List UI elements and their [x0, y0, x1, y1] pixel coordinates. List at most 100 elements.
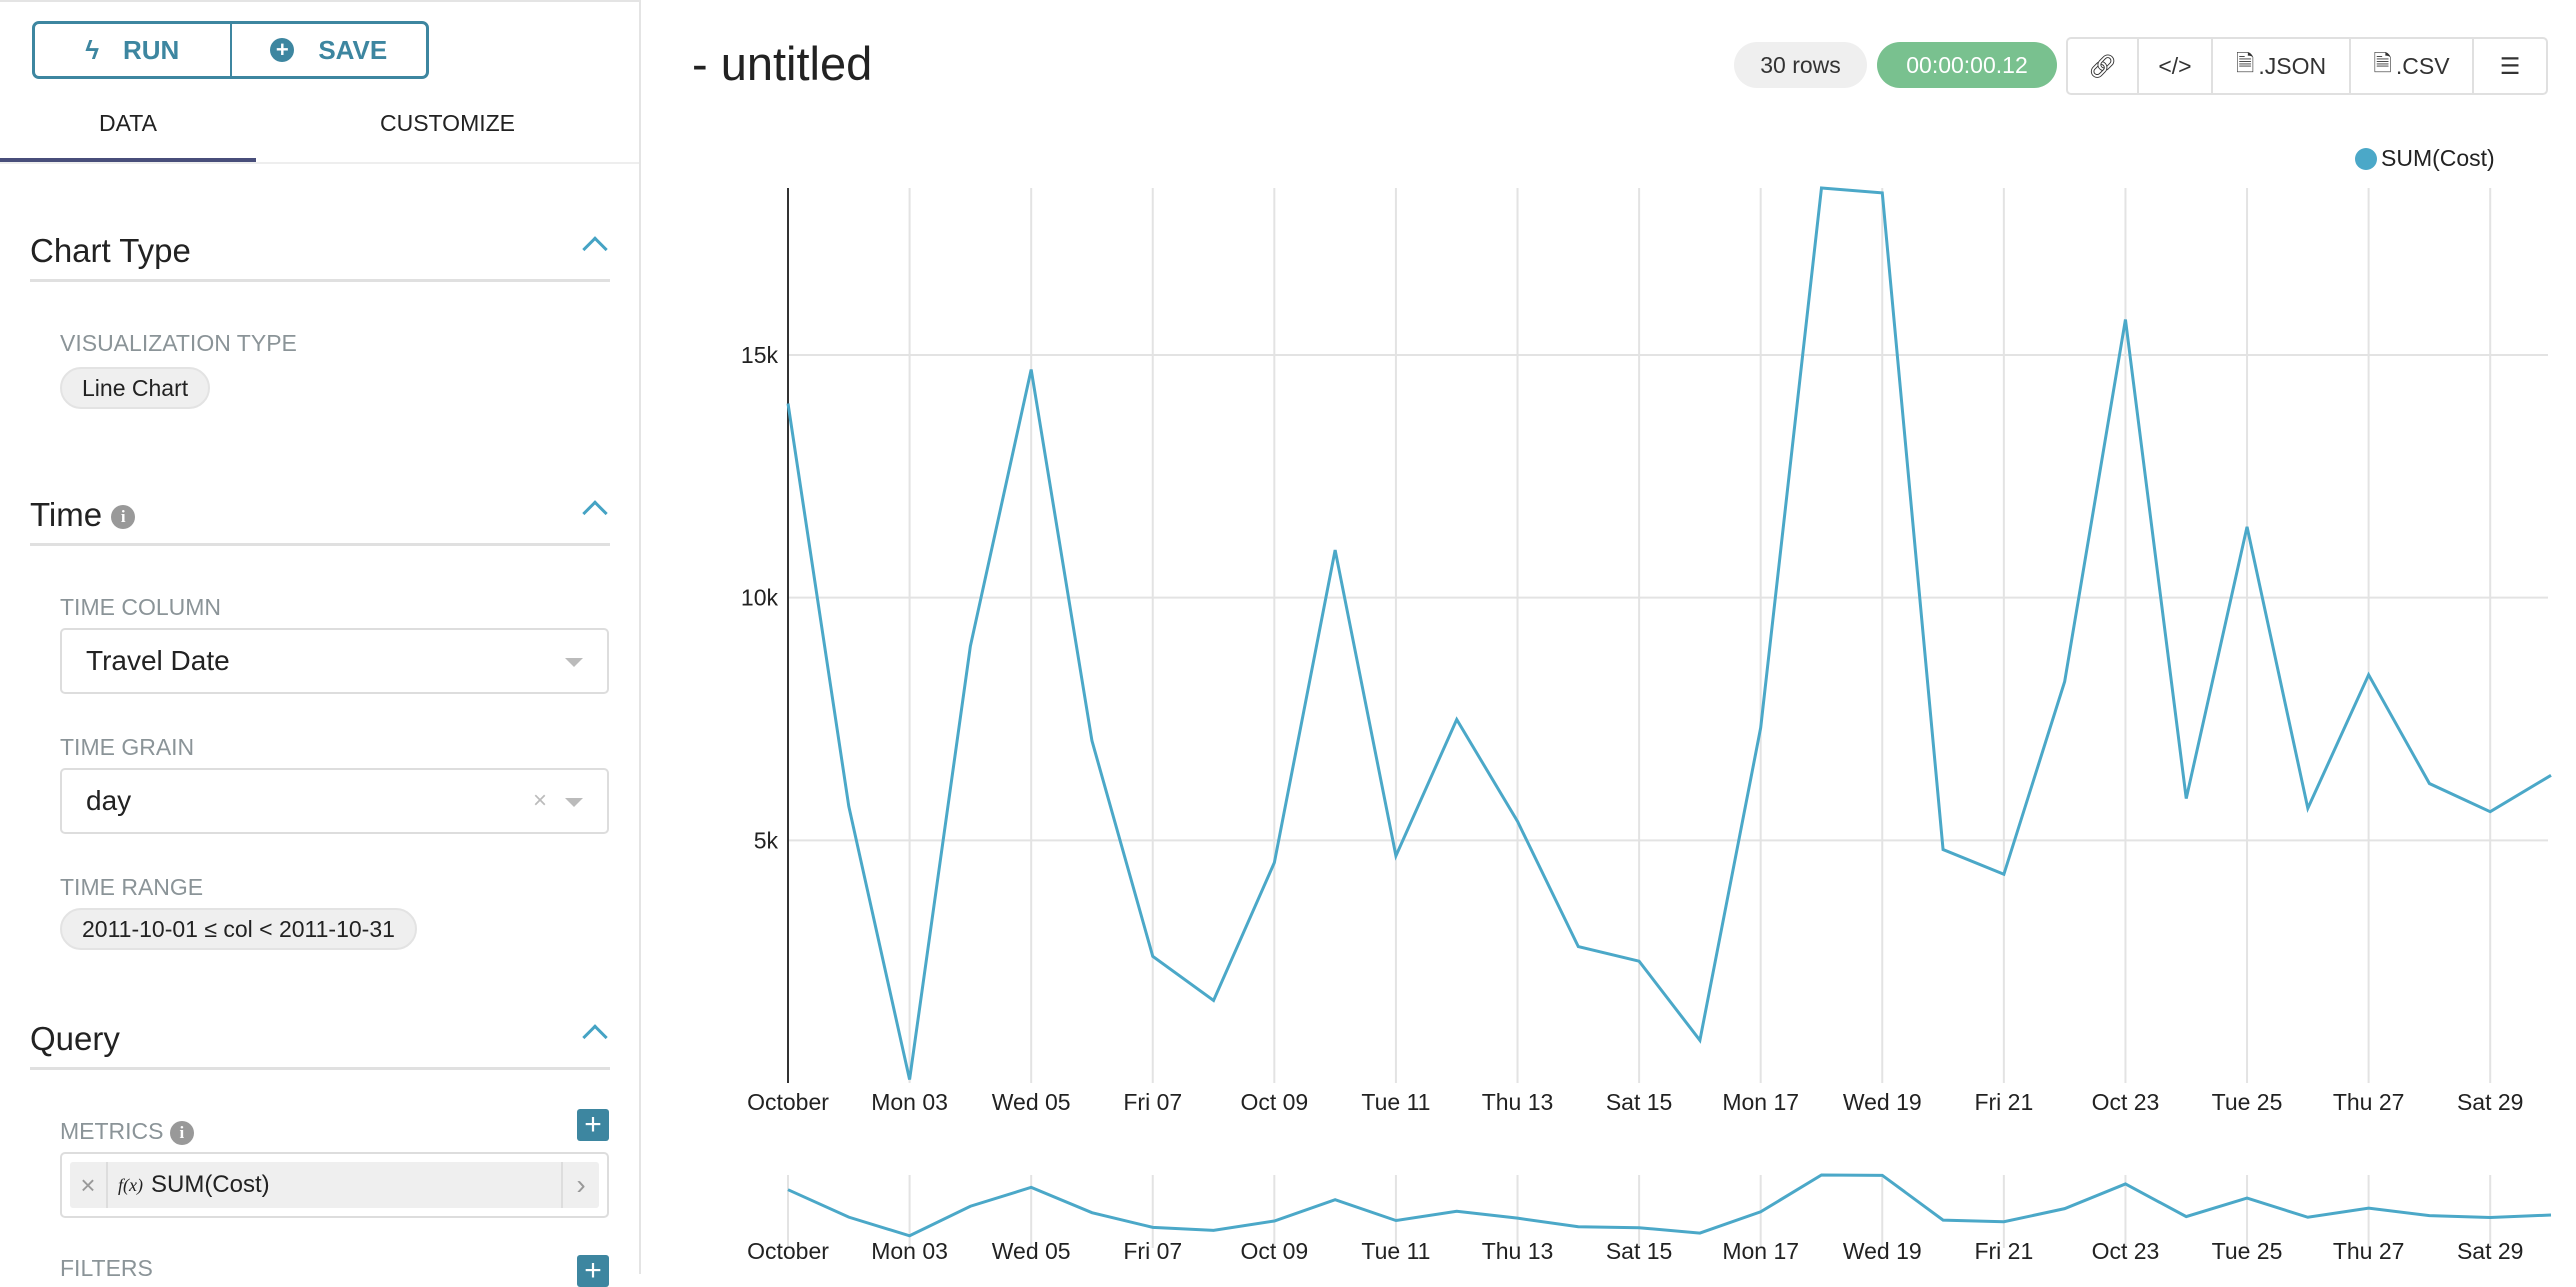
section-title: Time — [30, 496, 103, 533]
brush-x-tick-label: October — [747, 1238, 829, 1264]
export-csv-button[interactable]: 🗎 .CSV — [2351, 39, 2474, 93]
section-time[interactable]: Time i — [30, 496, 610, 546]
chevron-up-icon[interactable] — [582, 1024, 608, 1050]
save-label: SAVE — [318, 34, 388, 65]
plus-circle-icon: + — [270, 38, 295, 62]
chevron-up-icon[interactable] — [582, 236, 608, 262]
time-column-label: TIME COLUMN — [60, 594, 221, 620]
brush-x-tick-label: Mon 17 — [1722, 1238, 1799, 1264]
time-grain-value: day — [86, 785, 132, 816]
time-column-select[interactable]: Travel Date — [60, 628, 609, 694]
x-tick-label: Tue 11 — [1361, 1089, 1430, 1115]
time-range-selector[interactable]: 2011-10-01 ≤ col < 2011-10-31 — [60, 908, 417, 950]
link-icon: 🔗︎ — [2087, 52, 2118, 79]
metric-chip[interactable]: × f(x) SUM(Cost) › — [70, 1162, 599, 1208]
x-tick-label: Wed 19 — [1843, 1089, 1922, 1115]
x-tick-label: Thu 13 — [1482, 1089, 1554, 1115]
section-chart-type[interactable]: Chart Type — [30, 232, 610, 282]
y-tick-label: 15k — [741, 342, 779, 368]
series-line-sum-cost[interactable] — [786, 186, 2552, 1080]
section-query[interactable]: Query — [30, 1020, 610, 1070]
brush-x-tick-label: Fri 07 — [1123, 1238, 1182, 1264]
function-icon: f(x) — [118, 1174, 143, 1195]
add-metric-button[interactable]: + — [577, 1109, 609, 1141]
time-column-value: Travel Date — [86, 645, 230, 676]
export-json-button[interactable]: 🗎 .JSON — [2213, 39, 2351, 93]
brush-x-tick-label: Thu 27 — [2333, 1238, 2405, 1264]
menu-button[interactable]: ☰ — [2474, 39, 2546, 93]
brush-x-tick-label: Fri 21 — [1974, 1238, 2033, 1264]
x-tick-label: October — [747, 1089, 829, 1115]
control-panel: ϟ RUN + SAVE DATA CUSTOMIZE Chart Type VIS… — [0, 0, 641, 1287]
brush-x-tick-label: Wed 05 — [992, 1238, 1071, 1264]
x-tick-label: Sat 15 — [1606, 1089, 1673, 1115]
time-grain-label: TIME GRAIN — [60, 734, 195, 760]
metrics-label-text: METRICS — [60, 1118, 164, 1144]
caret-down-icon — [565, 798, 583, 807]
time-grain-select[interactable]: day × — [60, 768, 609, 834]
brush-x-tick-label: Tue 11 — [1361, 1238, 1430, 1264]
run-save-group: ϟ RUN + SAVE — [32, 21, 429, 79]
duration-badge: 00:00:00.12 — [1877, 42, 2057, 88]
x-tick-label: Oct 09 — [1240, 1089, 1308, 1115]
share-link-button[interactable]: 🔗︎ — [2068, 39, 2139, 93]
x-tick-label: Mon 03 — [871, 1089, 948, 1115]
time-range-label: TIME RANGE — [60, 874, 204, 900]
save-button[interactable]: + SAVE — [232, 24, 427, 76]
y-tick-label: 10k — [741, 585, 779, 611]
viz-type-selector[interactable]: Line Chart — [60, 367, 211, 409]
brush-series-line[interactable] — [787, 1173, 2552, 1238]
brush-x-tick-label: Mon 03 — [871, 1238, 948, 1264]
x-tick-label: Mon 17 — [1722, 1089, 1799, 1115]
export-toolbar: 🔗︎ </> 🗎 .JSON 🗎 .CSV ☰ — [2066, 37, 2548, 95]
brush-x-tick-label: Tue 25 — [2212, 1238, 2283, 1264]
x-tick-label: Fri 07 — [1123, 1089, 1182, 1115]
legend-dot — [2355, 147, 2377, 170]
chart-legend[interactable]: SUM(Cost) — [2355, 145, 2495, 172]
info-icon[interactable]: i — [111, 505, 136, 530]
x-tick-label: Oct 23 — [2092, 1089, 2160, 1115]
filters-label: FILTERS — [60, 1255, 153, 1281]
tab-customize[interactable]: CUSTOMIZE — [379, 110, 516, 136]
caret-down-icon — [565, 658, 583, 667]
file-text-icon: 🗎 — [2373, 49, 2392, 76]
viz-type-label: VISUALIZATION TYPE — [60, 330, 297, 356]
bolt-icon: ϟ — [85, 34, 99, 65]
brush-x-tick-label: Sat 29 — [2457, 1238, 2524, 1264]
page-title[interactable]: - untitled — [692, 37, 873, 90]
section-title: Chart Type — [30, 232, 191, 269]
x-tick-label: Sat 29 — [2457, 1089, 2524, 1115]
y-tick-label: 5k — [754, 827, 779, 853]
chevron-up-icon[interactable] — [582, 500, 608, 526]
code-icon: </> — [2158, 52, 2192, 79]
brush-x-tick-label: Oct 23 — [2092, 1238, 2160, 1264]
metrics-field[interactable]: × f(x) SUM(Cost) › — [60, 1152, 609, 1218]
tab-data[interactable]: DATA — [0, 102, 256, 162]
remove-icon[interactable]: × — [70, 1162, 108, 1208]
section-title: Query — [30, 1020, 120, 1057]
run-label: RUN — [122, 34, 180, 65]
x-tick-label: Thu 27 — [2333, 1089, 2405, 1115]
metric-value: SUM(Cost) — [150, 1171, 270, 1198]
info-icon[interactable]: i — [169, 1120, 194, 1145]
x-tick-label: Wed 05 — [992, 1089, 1071, 1115]
brush-x-tick-label: Wed 19 — [1843, 1238, 1922, 1264]
brush-x-tick-label: Sat 15 — [1606, 1238, 1673, 1264]
metrics-label: METRICS i — [60, 1118, 194, 1145]
clear-icon[interactable]: × — [532, 787, 547, 814]
x-tick-label: Fri 21 — [1974, 1089, 2033, 1115]
brush-x-tick-label: Thu 13 — [1482, 1238, 1554, 1264]
tabs: DATA CUSTOMIZE — [0, 102, 639, 164]
row-count-badge: 30 rows — [1734, 42, 1867, 88]
file-code-icon: 🗎 — [2235, 49, 2255, 76]
chevron-right-icon[interactable]: › — [561, 1162, 599, 1208]
legend-label: SUM(Cost) — [2381, 145, 2495, 171]
csv-label: .CSV — [2395, 52, 2450, 79]
run-button[interactable]: ϟ RUN — [35, 24, 232, 76]
add-filter-button[interactable]: + — [577, 1255, 609, 1287]
hamburger-icon: ☰ — [2499, 52, 2521, 79]
brush-x-tick-label: Oct 09 — [1240, 1238, 1308, 1264]
embed-code-button[interactable]: </> — [2139, 39, 2213, 93]
x-tick-label: Tue 25 — [2212, 1089, 2283, 1115]
json-label: .JSON — [2258, 52, 2327, 79]
